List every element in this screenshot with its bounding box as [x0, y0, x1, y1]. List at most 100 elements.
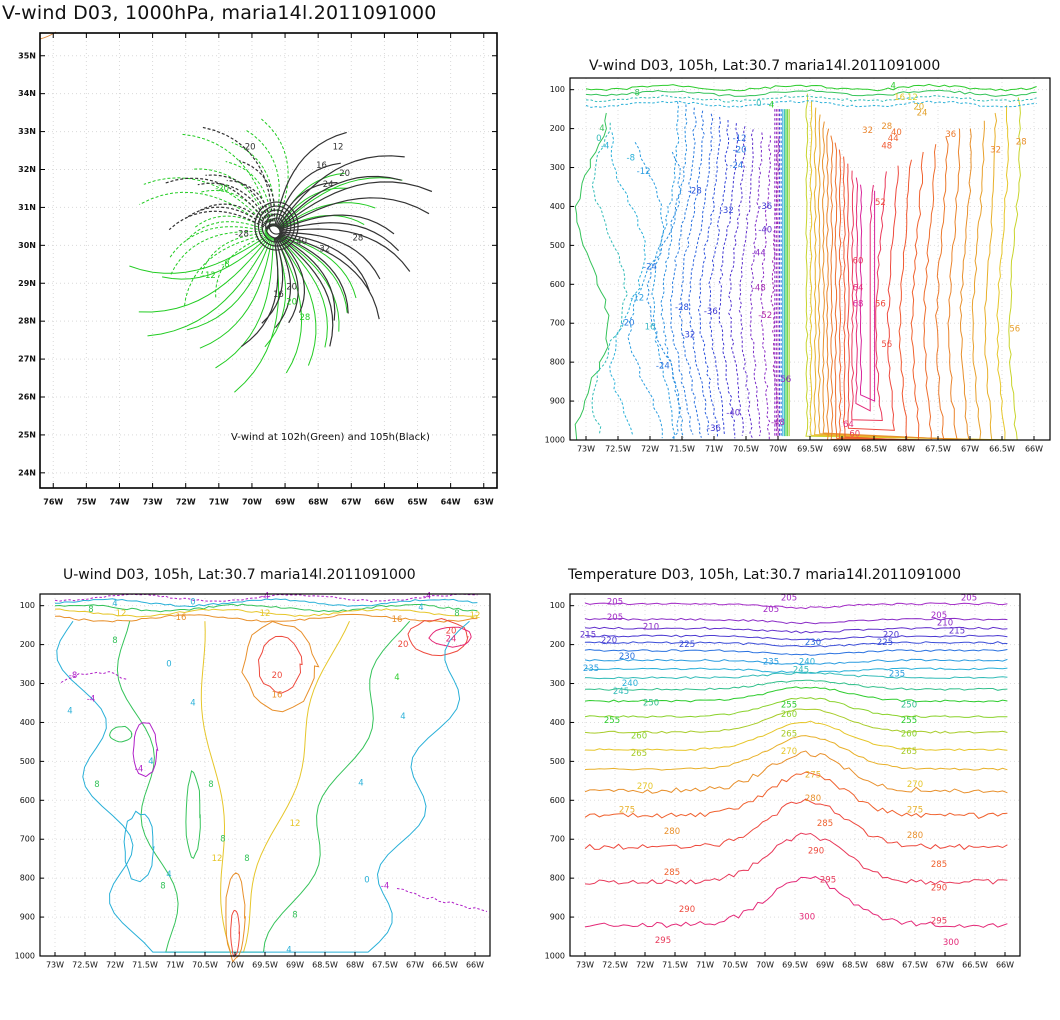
y-tick-label: 600	[550, 796, 565, 805]
contour-label: 205	[607, 613, 623, 623]
x-tick-label: 63W	[474, 498, 494, 507]
contour-label: -48	[752, 284, 766, 294]
contour-label: 8	[160, 881, 165, 891]
contour-line	[821, 121, 972, 441]
contour-line	[109, 725, 133, 743]
y-tick-label: 700	[550, 835, 565, 844]
contour-line	[186, 221, 268, 241]
y-tick-label: 200	[20, 640, 35, 649]
contour-line	[278, 214, 365, 231]
contour-label: 4	[400, 712, 405, 722]
x-tick-label: 64W	[441, 498, 461, 507]
contour-label: -36	[704, 307, 718, 317]
contour-line	[574, 112, 610, 441]
x-tick-label: 71.5W	[132, 961, 158, 970]
contour-line	[278, 233, 357, 299]
contour-line	[584, 708, 1008, 734]
contour-line	[261, 237, 284, 324]
contour-line	[60, 671, 128, 683]
contour-line	[591, 122, 629, 435]
contour-line	[584, 679, 1008, 691]
x-tick-label: 70.5W	[733, 445, 759, 454]
contour-line	[168, 226, 268, 259]
x-tick-label: 67W	[961, 445, 979, 454]
contour-label: 210	[937, 619, 953, 629]
contour-line	[257, 205, 296, 247]
contour-label: -28	[675, 303, 689, 313]
contour-label: 205	[763, 605, 779, 615]
contour-label: 260	[901, 730, 917, 740]
contour-label: 20	[339, 169, 350, 179]
x-tick-label: 70W	[756, 961, 774, 970]
contour-label: 270	[781, 747, 797, 757]
y-tick-label: 800	[550, 874, 565, 883]
contour-label: 280	[664, 827, 680, 837]
contour-label: -4	[601, 142, 609, 152]
contour-label: 16	[645, 323, 656, 333]
contour-label: -24	[729, 161, 743, 171]
contour-label: -8	[69, 671, 77, 681]
contour-line	[276, 236, 299, 324]
contour-label: -4	[381, 881, 389, 891]
contour-label: -12	[630, 293, 644, 303]
contour-line	[584, 876, 1008, 928]
y-tick-label: 200	[550, 640, 565, 649]
x-tick-label: 72.5W	[605, 445, 631, 454]
contour-label: 56	[875, 299, 886, 309]
x-tick-label: 68W	[308, 498, 328, 507]
x-tick-label: 69.5W	[782, 961, 808, 970]
contour-label: 12	[470, 611, 481, 621]
contour-line	[56, 620, 470, 953]
x-tick-label: 72W	[106, 961, 124, 970]
contour-line	[55, 598, 478, 607]
x-tick-label: 66W	[996, 961, 1014, 970]
contour-label: 4	[166, 870, 171, 880]
contour-label: 215	[580, 630, 596, 640]
contour-label: 56	[881, 340, 892, 350]
contour-line	[396, 888, 488, 912]
contour-label: 32	[990, 146, 1001, 156]
contour-label: 20	[398, 640, 409, 650]
contour-label: 28	[300, 313, 311, 323]
contour-label: 265	[631, 749, 647, 759]
x-tick-label: 70W	[769, 445, 787, 454]
contour-line	[147, 236, 272, 337]
contour-label: 16	[272, 691, 283, 701]
x-tick-label: 71W	[705, 445, 723, 454]
contour-line	[851, 170, 887, 422]
contour-label: -4	[423, 591, 431, 601]
contour-label: -48	[771, 418, 785, 428]
panel-title: Temperature D03, 105h, Lat:30.7 maria14l…	[568, 567, 961, 583]
contour-label: 275	[805, 771, 821, 781]
contour-line	[186, 237, 272, 331]
y-tick-label: 900	[550, 397, 565, 406]
contour-line	[584, 720, 1008, 752]
contour-label: -44	[752, 249, 766, 259]
x-tick-label: 70W	[242, 498, 262, 507]
y-tick-label: 24N	[18, 468, 36, 477]
contour-line	[278, 234, 336, 321]
contour-lines	[54, 593, 488, 963]
contour-label: 225	[679, 640, 695, 650]
contour-label: 265	[901, 747, 917, 757]
contour-label: 0	[756, 99, 761, 109]
panel-temperature-cross-section: Temperature D03, 105h, Lat:30.7 maria14l…	[530, 560, 1060, 970]
x-tick-label: 68W	[876, 961, 894, 970]
contour-line	[202, 126, 274, 227]
contour-line	[651, 101, 680, 441]
y-tick-label: 100	[20, 601, 35, 610]
contour-label: 16	[894, 93, 905, 103]
y-tick-label: 100	[550, 85, 565, 94]
contour-line	[162, 235, 270, 280]
contour-label: 40	[296, 237, 307, 247]
contour-line	[274, 237, 292, 329]
y-tick-label: 700	[550, 319, 565, 328]
contour-label: -24	[656, 362, 670, 372]
contour-line	[688, 113, 714, 436]
contour-line	[279, 222, 400, 252]
y-tick-label: 35N	[18, 51, 36, 60]
y-tick-label: 34N	[18, 89, 36, 98]
panel-uwind-cross-section: U-wind D03, 105h, Lat:30.7 maria14l.2011…	[0, 560, 530, 970]
contour-line	[277, 175, 402, 229]
contour-line	[132, 722, 159, 778]
